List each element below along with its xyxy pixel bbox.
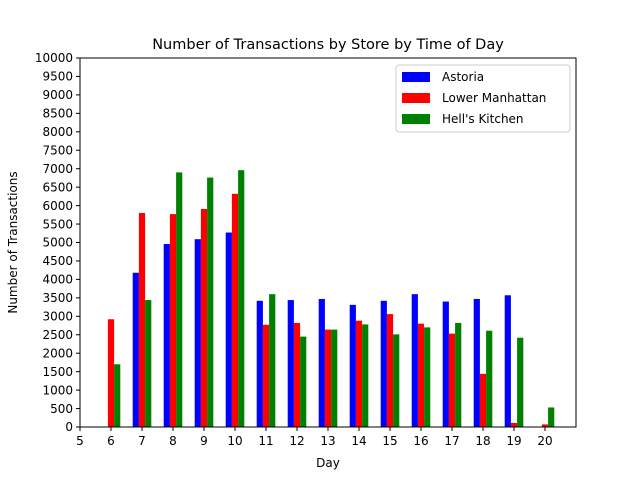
x-tick-label: 16 xyxy=(413,434,428,448)
x-tick-label: 10 xyxy=(227,434,242,448)
x-tick-label: 12 xyxy=(289,434,304,448)
bar-lower-manhattan-9 xyxy=(200,208,208,427)
y-tick-label: 4500 xyxy=(42,254,73,268)
bars-group xyxy=(107,170,555,427)
x-tick-label: 7 xyxy=(138,434,146,448)
y-tick-label: 8500 xyxy=(42,107,73,121)
legend: Astoria Lower Manhattan Hell's Kitchen xyxy=(395,64,571,133)
x-tick-label: 19 xyxy=(506,434,521,448)
y-tick-label: 0 xyxy=(65,420,73,434)
bar-lower-manhattan-18 xyxy=(479,373,487,427)
bar-hell-s-kitchen-11 xyxy=(269,294,276,427)
x-axis-ticks: 5 6 7 8 9 10 11 12 13 14 15 16 17 18 19 20 xyxy=(76,427,553,448)
legend-swatch-lower-manhattan xyxy=(402,93,430,103)
bar-lower-manhattan-20 xyxy=(541,424,549,427)
bar-hell-s-kitchen-18 xyxy=(486,330,493,427)
bar-lower-manhattan-10 xyxy=(231,193,239,427)
bar-hell-s-kitchen-19 xyxy=(517,337,524,427)
x-tick-label: 8 xyxy=(169,434,177,448)
x-axis-label: Day xyxy=(316,456,340,470)
bar-lower-manhattan-11 xyxy=(262,324,270,427)
y-tick-label: 3500 xyxy=(42,291,73,305)
y-tick-label: 500 xyxy=(50,402,73,416)
legend-swatch-hell-s-kitchen xyxy=(402,114,430,124)
x-tick-label: 14 xyxy=(351,434,366,448)
y-tick-label: 3000 xyxy=(42,310,73,324)
legend-swatch-astoria xyxy=(402,72,430,82)
legend-label: Astoria xyxy=(442,70,484,84)
bar-hell-s-kitchen-13 xyxy=(331,329,338,427)
bar-lower-manhattan-7 xyxy=(138,212,146,427)
chart-title: Number of Transactions by Store by Time … xyxy=(152,37,504,53)
x-tick-label: 5 xyxy=(76,434,84,448)
x-tick-label: 9 xyxy=(200,434,208,448)
y-tick-label: 1500 xyxy=(42,365,73,379)
y-tick-label: 2500 xyxy=(42,328,73,342)
bar-astoria-9 xyxy=(194,239,201,427)
y-axis-ticks: 0 500 1000 1500 2000 2500 3000 3500 4000 4500 5000… xyxy=(35,51,80,434)
bar-hell-s-kitchen-12 xyxy=(300,336,307,427)
bar-hell-s-kitchen-20 xyxy=(548,407,555,427)
bar-lower-manhattan-8 xyxy=(169,214,177,427)
bar-hell-s-kitchen-9 xyxy=(207,177,214,427)
x-tick-label: 15 xyxy=(382,434,397,448)
y-tick-label: 4000 xyxy=(42,273,73,287)
y-tick-label: 9500 xyxy=(42,70,73,84)
bar-astoria-15 xyxy=(380,300,387,427)
x-tick-label: 6 xyxy=(107,434,115,448)
y-tick-label: 6000 xyxy=(42,199,73,213)
bar-astoria-14 xyxy=(349,304,356,427)
y-tick-label: 6500 xyxy=(42,180,73,194)
bar-lower-manhattan-6 xyxy=(107,319,115,427)
legend-label: Hell's Kitchen xyxy=(442,112,524,126)
bar-hell-s-kitchen-17 xyxy=(455,322,462,427)
x-tick-label: 13 xyxy=(320,434,335,448)
y-tick-label: 5500 xyxy=(42,217,73,231)
x-tick-label: 17 xyxy=(444,434,459,448)
bar-hell-s-kitchen-16 xyxy=(424,327,431,427)
y-tick-label: 5000 xyxy=(42,236,73,250)
bar-lower-manhattan-14 xyxy=(355,320,363,427)
bar-astoria-17 xyxy=(442,301,449,427)
bar-lower-manhattan-16 xyxy=(417,323,425,427)
legend-frame xyxy=(395,64,571,133)
bar-hell-s-kitchen-7 xyxy=(145,300,152,427)
bar-astoria-19 xyxy=(504,295,511,427)
y-tick-label: 1000 xyxy=(42,383,73,397)
bar-hell-s-kitchen-10 xyxy=(238,170,245,427)
bar-astoria-13 xyxy=(318,298,325,427)
bar-lower-manhattan-15 xyxy=(386,314,394,427)
bar-astoria-18 xyxy=(473,298,480,427)
bar-hell-s-kitchen-15 xyxy=(393,334,400,427)
y-axis-label: Number of Transactions xyxy=(6,171,20,313)
x-tick-label: 11 xyxy=(258,434,273,448)
bar-astoria-12 xyxy=(287,300,294,427)
y-tick-label: 7000 xyxy=(42,162,73,176)
bar-astoria-16 xyxy=(411,294,418,427)
bar-hell-s-kitchen-8 xyxy=(176,172,183,427)
bar-astoria-7 xyxy=(132,272,139,427)
y-tick-label: 2000 xyxy=(42,346,73,360)
y-tick-label: 10000 xyxy=(35,51,73,65)
bar-astoria-11 xyxy=(256,300,263,427)
y-tick-label: 8000 xyxy=(42,125,73,139)
bar-astoria-10 xyxy=(225,232,232,427)
y-tick-label: 9000 xyxy=(42,88,73,102)
bar-lower-manhattan-17 xyxy=(448,333,456,427)
bar-astoria-8 xyxy=(163,243,170,427)
bar-hell-s-kitchen-14 xyxy=(362,324,369,427)
bar-lower-manhattan-13 xyxy=(324,329,332,427)
bar-hell-s-kitchen-6 xyxy=(114,364,121,427)
x-tick-label: 20 xyxy=(537,434,552,448)
bar-lower-manhattan-19 xyxy=(510,422,518,427)
bar-lower-manhattan-12 xyxy=(293,322,301,427)
legend-label: Lower Manhattan xyxy=(442,91,546,105)
y-tick-label: 7500 xyxy=(42,143,73,157)
x-tick-label: 18 xyxy=(475,434,490,448)
